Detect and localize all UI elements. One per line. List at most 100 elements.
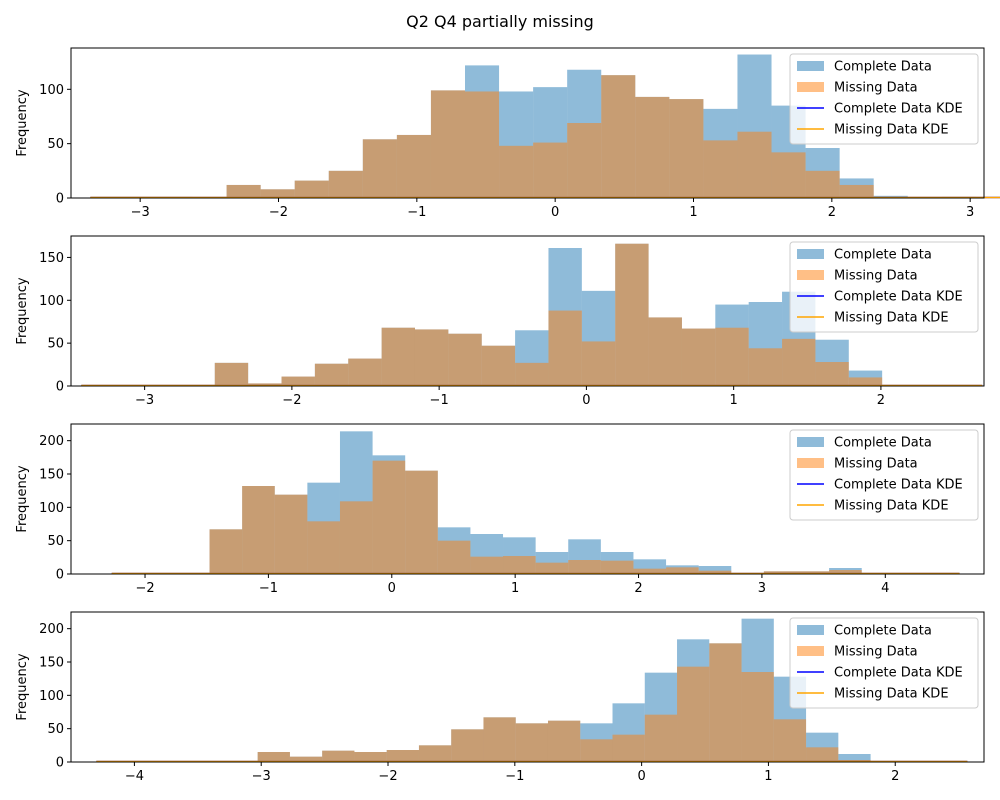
missing-data-bar (601, 75, 636, 198)
y-tick-label: 200 (39, 434, 64, 449)
x-tick-label: 0 (551, 205, 559, 220)
legend-swatch-complete-data (797, 625, 824, 635)
subplot-4: −4 −3 −2 −1 0 1 2 0 50 100 150 200 Frequency Complete… (15, 611, 985, 784)
missing-data-bar (515, 723, 548, 762)
missing-data-bar (214, 362, 249, 386)
x-tick-label: −2 (378, 769, 397, 784)
legend-label: Complete Data (834, 60, 932, 75)
missing-data-bar (328, 170, 363, 198)
legend-label: Complete Data KDE (834, 478, 963, 493)
x-tick-label: −4 (125, 769, 144, 784)
axes-frame (70, 423, 985, 575)
missing-data-bar (339, 501, 373, 574)
y-tick-label: 150 (39, 468, 64, 483)
x-tick-label: −1 (430, 393, 449, 408)
missing-data-bar (405, 470, 438, 574)
legend-label: Missing Data KDE (834, 687, 949, 702)
y-tick-label: 150 (39, 251, 64, 266)
legend-box (789, 429, 979, 521)
legend-label: Missing Data KDE (834, 311, 949, 326)
missing-data-bar (829, 570, 862, 574)
x-tick-label: 1 (511, 581, 519, 596)
legend-label: Complete Data (834, 436, 932, 451)
missing-data-bar (322, 750, 355, 762)
missing-data-bar (741, 672, 774, 762)
missing-data-bar (709, 643, 742, 762)
y-tick-label: 100 (39, 294, 64, 309)
x-tick-label: −3 (252, 769, 271, 784)
y-tick-label: 100 (39, 83, 64, 98)
x-tick-label: 2 (828, 205, 836, 220)
missing-data-bar (348, 358, 382, 386)
missing-data-bar (839, 184, 874, 198)
missing-data-bar (260, 189, 295, 198)
legend-label: Complete Data (834, 624, 932, 639)
legend-swatch-missing-data (797, 270, 824, 280)
missing-data-bar (274, 494, 308, 574)
y-tick-label: 100 (39, 689, 64, 704)
x-tick-label: −2 (282, 393, 301, 408)
missing-data-bar (437, 540, 471, 574)
y-axis-label: Frequency (15, 277, 30, 344)
missing-data-bar (771, 152, 806, 198)
missing-data-bar (796, 571, 830, 574)
missing-data-bar (451, 729, 484, 762)
y-tick-label: 50 (47, 137, 64, 152)
x-tick-label: 0 (388, 581, 396, 596)
missing-data-bar (581, 341, 616, 386)
missing-data-bar (677, 666, 710, 762)
missing-data-bar (615, 243, 649, 386)
missing-data-bar (600, 560, 634, 574)
x-tick-label: −1 (259, 581, 278, 596)
missing-data-bar (396, 134, 431, 198)
missing-data-bar (681, 328, 716, 386)
x-tick-label: −3 (131, 205, 150, 220)
legend: Complete Data Missing Data Complete Data K… (789, 53, 979, 145)
y-tick-label: 100 (39, 501, 64, 516)
missing-data-bar (414, 329, 449, 386)
legend-label: Complete Data (834, 248, 932, 263)
missing-data-bar (648, 317, 682, 386)
missing-data-bar (386, 750, 419, 762)
missing-data-bar (209, 529, 243, 574)
x-tick-label: 2 (634, 581, 642, 596)
missing-data-bar (848, 377, 883, 386)
y-axis-label: Frequency (15, 653, 30, 720)
missing-data-bar (354, 752, 387, 762)
missing-data-bar (248, 383, 282, 386)
x-tick-label: −1 (505, 769, 524, 784)
missing-data-bar (483, 717, 516, 762)
missing-data-bar (737, 131, 772, 198)
y-tick-label: 0 (56, 192, 64, 207)
x-tick-label: 1 (730, 393, 738, 408)
x-tick-label: 1 (689, 205, 697, 220)
legend-box (789, 617, 979, 709)
legend: Complete Data Missing Data Complete Data K… (789, 617, 979, 709)
missing-data-bar (782, 338, 816, 386)
y-tick-label: 0 (56, 380, 64, 395)
legend-swatch-complete-data (797, 249, 824, 259)
x-tick-label: 3 (758, 581, 766, 596)
missing-data-bar (307, 521, 340, 574)
missing-data-bar (806, 747, 839, 762)
missing-data-bar (703, 140, 738, 198)
x-tick-label: −2 (269, 205, 288, 220)
missing-data-bar (815, 362, 849, 386)
missing-data-bar (289, 756, 323, 762)
missing-data-bar (698, 570, 732, 574)
y-tick-label: 150 (39, 656, 64, 671)
legend-label: Missing Data (834, 269, 918, 284)
x-tick-label: 3 (966, 205, 974, 220)
missing-data-bar (470, 556, 504, 574)
missing-data-bar (547, 720, 581, 762)
x-tick-label: 0 (582, 393, 590, 408)
subplot-1: −3 −2 −1 0 1 2 3 0 50 100 Frequency Complete Data Mi… (15, 47, 1000, 220)
legend-box (789, 241, 979, 333)
missing-data-bar (257, 752, 290, 762)
y-axis-label: Frequency (15, 89, 30, 156)
missing-data-bar (242, 486, 275, 574)
missing-data-bar (580, 739, 613, 762)
x-tick-label: 4 (881, 581, 889, 596)
legend-box (789, 53, 979, 145)
axes-frame (70, 235, 985, 387)
